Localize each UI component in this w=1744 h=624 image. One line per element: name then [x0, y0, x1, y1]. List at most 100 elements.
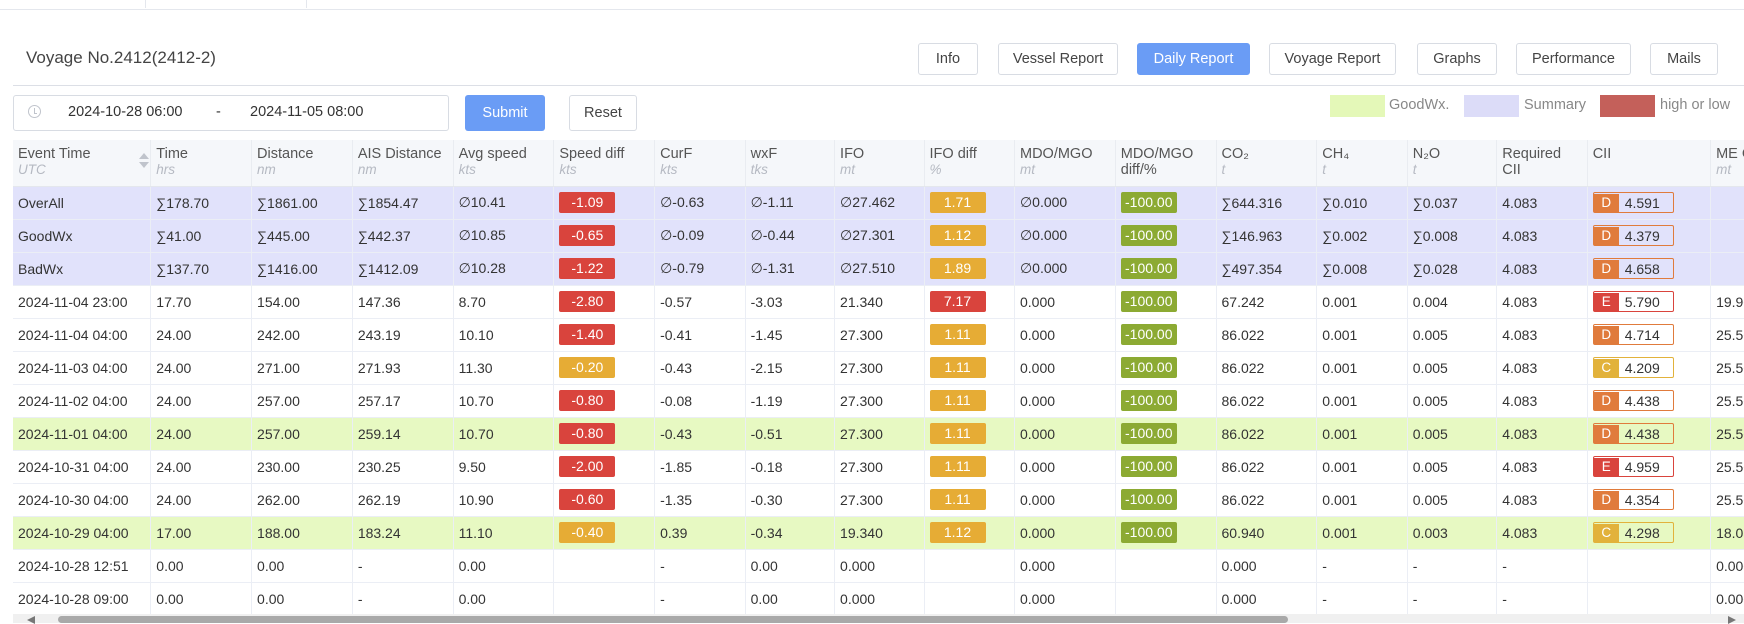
table-row[interactable]: 2024-10-29 04:00 17.00 188.00 183.24 11.10 -0… [13, 516, 1744, 550]
table-cell: 4.083 [1496, 219, 1588, 253]
table-cell: 0.00 [251, 549, 353, 583]
table-cell: ∑0.008 [1316, 252, 1408, 286]
table-cell: - [352, 549, 454, 583]
table-row[interactable]: 2024-11-03 04:00 24.00 271.00 271.93 11.30 -0… [13, 351, 1744, 385]
vessel-report-button[interactable]: Vessel Report [998, 43, 1118, 75]
table-cell: 27.300 [834, 351, 925, 385]
table-row[interactable]: 2024-10-31 04:00 24.00 230.00 230.25 9.50 -2.… [13, 450, 1744, 484]
column-title: CurF [660, 146, 693, 162]
column-unit: hrs [156, 162, 176, 177]
value-badge: -0.80 [559, 390, 616, 411]
top-tab-2[interactable] [145, 0, 307, 8]
table-cell: -3.03 [745, 285, 836, 319]
column-title: Required CII [1502, 146, 1562, 178]
date-start[interactable]: 2024-10-28 06:00 [68, 104, 183, 120]
table-cell: E 4.959 [1587, 450, 1712, 484]
table-row[interactable]: 2024-11-04 23:00 17.70 154.00 147.36 8.70 -2.… [13, 285, 1744, 319]
value-badge: 7.17 [929, 291, 986, 312]
table-cell: 11.30 [453, 351, 555, 385]
daily-report-table: Event Time UTC Time hrs Distance nm AIS Distan… [13, 140, 1744, 614]
column-unit: mt [840, 162, 856, 177]
table-row[interactable]: GoodWx ∑41.00 ∑445.00 ∑442.37 ∅10.85 -0.65 ∅-0… [13, 219, 1744, 253]
cii-value: 4.658 [1624, 260, 1660, 277]
table-cell: -100.00 [1115, 318, 1217, 352]
reset-button[interactable]: Reset [569, 95, 637, 131]
table-cell: - [1496, 549, 1588, 583]
table-cell: ∑41.00 [150, 219, 253, 253]
table-cell: 2024-11-04 23:00 [13, 285, 152, 319]
table-row[interactable]: OverAll ∑178.70 ∑1861.00 ∑1854.47 ∅10.41 -1.0… [13, 186, 1744, 220]
date-range-picker[interactable]: 2024-10-28 06:00 - 2024-11-05 08:00 [13, 95, 449, 131]
column-title: Distance [257, 146, 314, 162]
horizontal-scrollbar[interactable] [13, 614, 1744, 624]
value-badge: -100.00 [1120, 291, 1177, 312]
table-cell: 2024-10-28 09:00 [13, 582, 152, 614]
column-unit: t [1221, 162, 1226, 177]
column-header: MDO/MGO diff/% [1115, 140, 1217, 187]
table-cell: -2.00 [553, 450, 656, 484]
table-cell: 21.340 [834, 285, 925, 319]
table-cell: ∅-1.11 [745, 186, 836, 220]
table-cell: 0.005 [1407, 450, 1498, 484]
table-row[interactable]: 2024-10-30 04:00 24.00 262.00 262.19 10.90 -0… [13, 483, 1744, 517]
graphs-button[interactable]: Graphs [1417, 43, 1497, 75]
table-row[interactable]: 2024-11-04 04:00 24.00 242.00 243.19 10.10 -1… [13, 318, 1744, 352]
daily-report-button[interactable]: Daily Report [1137, 43, 1250, 75]
table-cell: 1.89 [924, 252, 1015, 286]
cii-rating: D 4.438 [1592, 390, 1674, 411]
table-row[interactable]: 2024-10-28 09:00 0.00 0.00-0.00-0.00 0.000 0… [13, 582, 1744, 614]
value-badge: -0.65 [559, 225, 616, 246]
table-cell: 0.001 [1316, 318, 1408, 352]
table-cell: - [1407, 582, 1498, 614]
cii-grade: D [1593, 424, 1619, 443]
column-unit: % [929, 162, 942, 177]
cii-grade: D [1593, 490, 1619, 509]
table-cell: 243.19 [352, 318, 454, 352]
cii-grade: D [1593, 391, 1619, 410]
table-cell: -0.80 [553, 417, 656, 451]
table-cell: 27.300 [834, 450, 925, 484]
table-cell: 25.500 [1710, 351, 1744, 385]
table-cell: ∅0.000 [1014, 252, 1116, 286]
scroll-right-arrow-icon[interactable] [1728, 616, 1736, 624]
value-badge: -1.09 [559, 192, 616, 213]
column-title: MDO/MGO [1019, 146, 1093, 162]
column-title: Time [156, 146, 188, 162]
voyage-report-button[interactable]: Voyage Report [1269, 43, 1396, 75]
date-separator: - [216, 104, 221, 120]
table-cell: 86.022 [1216, 450, 1318, 484]
table-cell: 0.000 [1014, 318, 1116, 352]
date-end[interactable]: 2024-11-05 08:00 [250, 104, 364, 120]
table-row[interactable]: 2024-11-01 04:00 24.00 257.00 259.14 10.70 -0… [13, 417, 1744, 451]
table-cell: 4.083 [1496, 384, 1588, 418]
table-row[interactable]: 2024-11-02 04:00 24.00 257.00 257.17 10.70 -0… [13, 384, 1744, 418]
top-tab-1[interactable] [0, 0, 146, 8]
table-row[interactable]: 2024-10-28 12:51 0.00 0.00-0.00-0.00 0.000 0… [13, 549, 1744, 583]
column-title: N₂O [1412, 146, 1441, 162]
cii-rating: E 5.790 [1592, 291, 1674, 312]
column-unit: kts [458, 162, 476, 177]
column-header: Distance nm [251, 140, 353, 187]
table-cell: 24.00 [150, 450, 253, 484]
table-row[interactable]: BadWx ∑137.70 ∑1416.00 ∑1412.09 ∅10.28 -1.22 ∅… [13, 252, 1744, 286]
info-button[interactable]: Info [918, 43, 978, 75]
scroll-left-arrow-icon[interactable] [27, 616, 35, 624]
table-cell: 188.00 [251, 516, 353, 550]
performance-button[interactable]: Performance [1516, 43, 1631, 75]
table-cell: 19.340 [834, 516, 925, 550]
cii-value: 4.714 [1624, 326, 1660, 343]
table-cell: ∅-0.09 [654, 219, 746, 253]
table-cell: -100.00 [1115, 285, 1217, 319]
cii-rating: D 4.591 [1592, 192, 1674, 213]
scrollbar-thumb[interactable] [58, 616, 1288, 623]
submit-button[interactable]: Submit [465, 95, 545, 131]
table-cell: 0.00 [745, 582, 836, 614]
table-cell: ∅27.462 [834, 186, 925, 220]
table-cell: 27.300 [834, 318, 925, 352]
table-header-row: Event Time UTC Time hrs Distance nm AIS Distan… [13, 140, 1744, 187]
value-badge: -0.40 [559, 522, 616, 543]
table-cell: -100.00 [1115, 351, 1217, 385]
table-cell: 0.005 [1407, 417, 1498, 451]
table-cell: -0.08 [654, 384, 746, 418]
mails-button[interactable]: Mails [1650, 43, 1718, 75]
